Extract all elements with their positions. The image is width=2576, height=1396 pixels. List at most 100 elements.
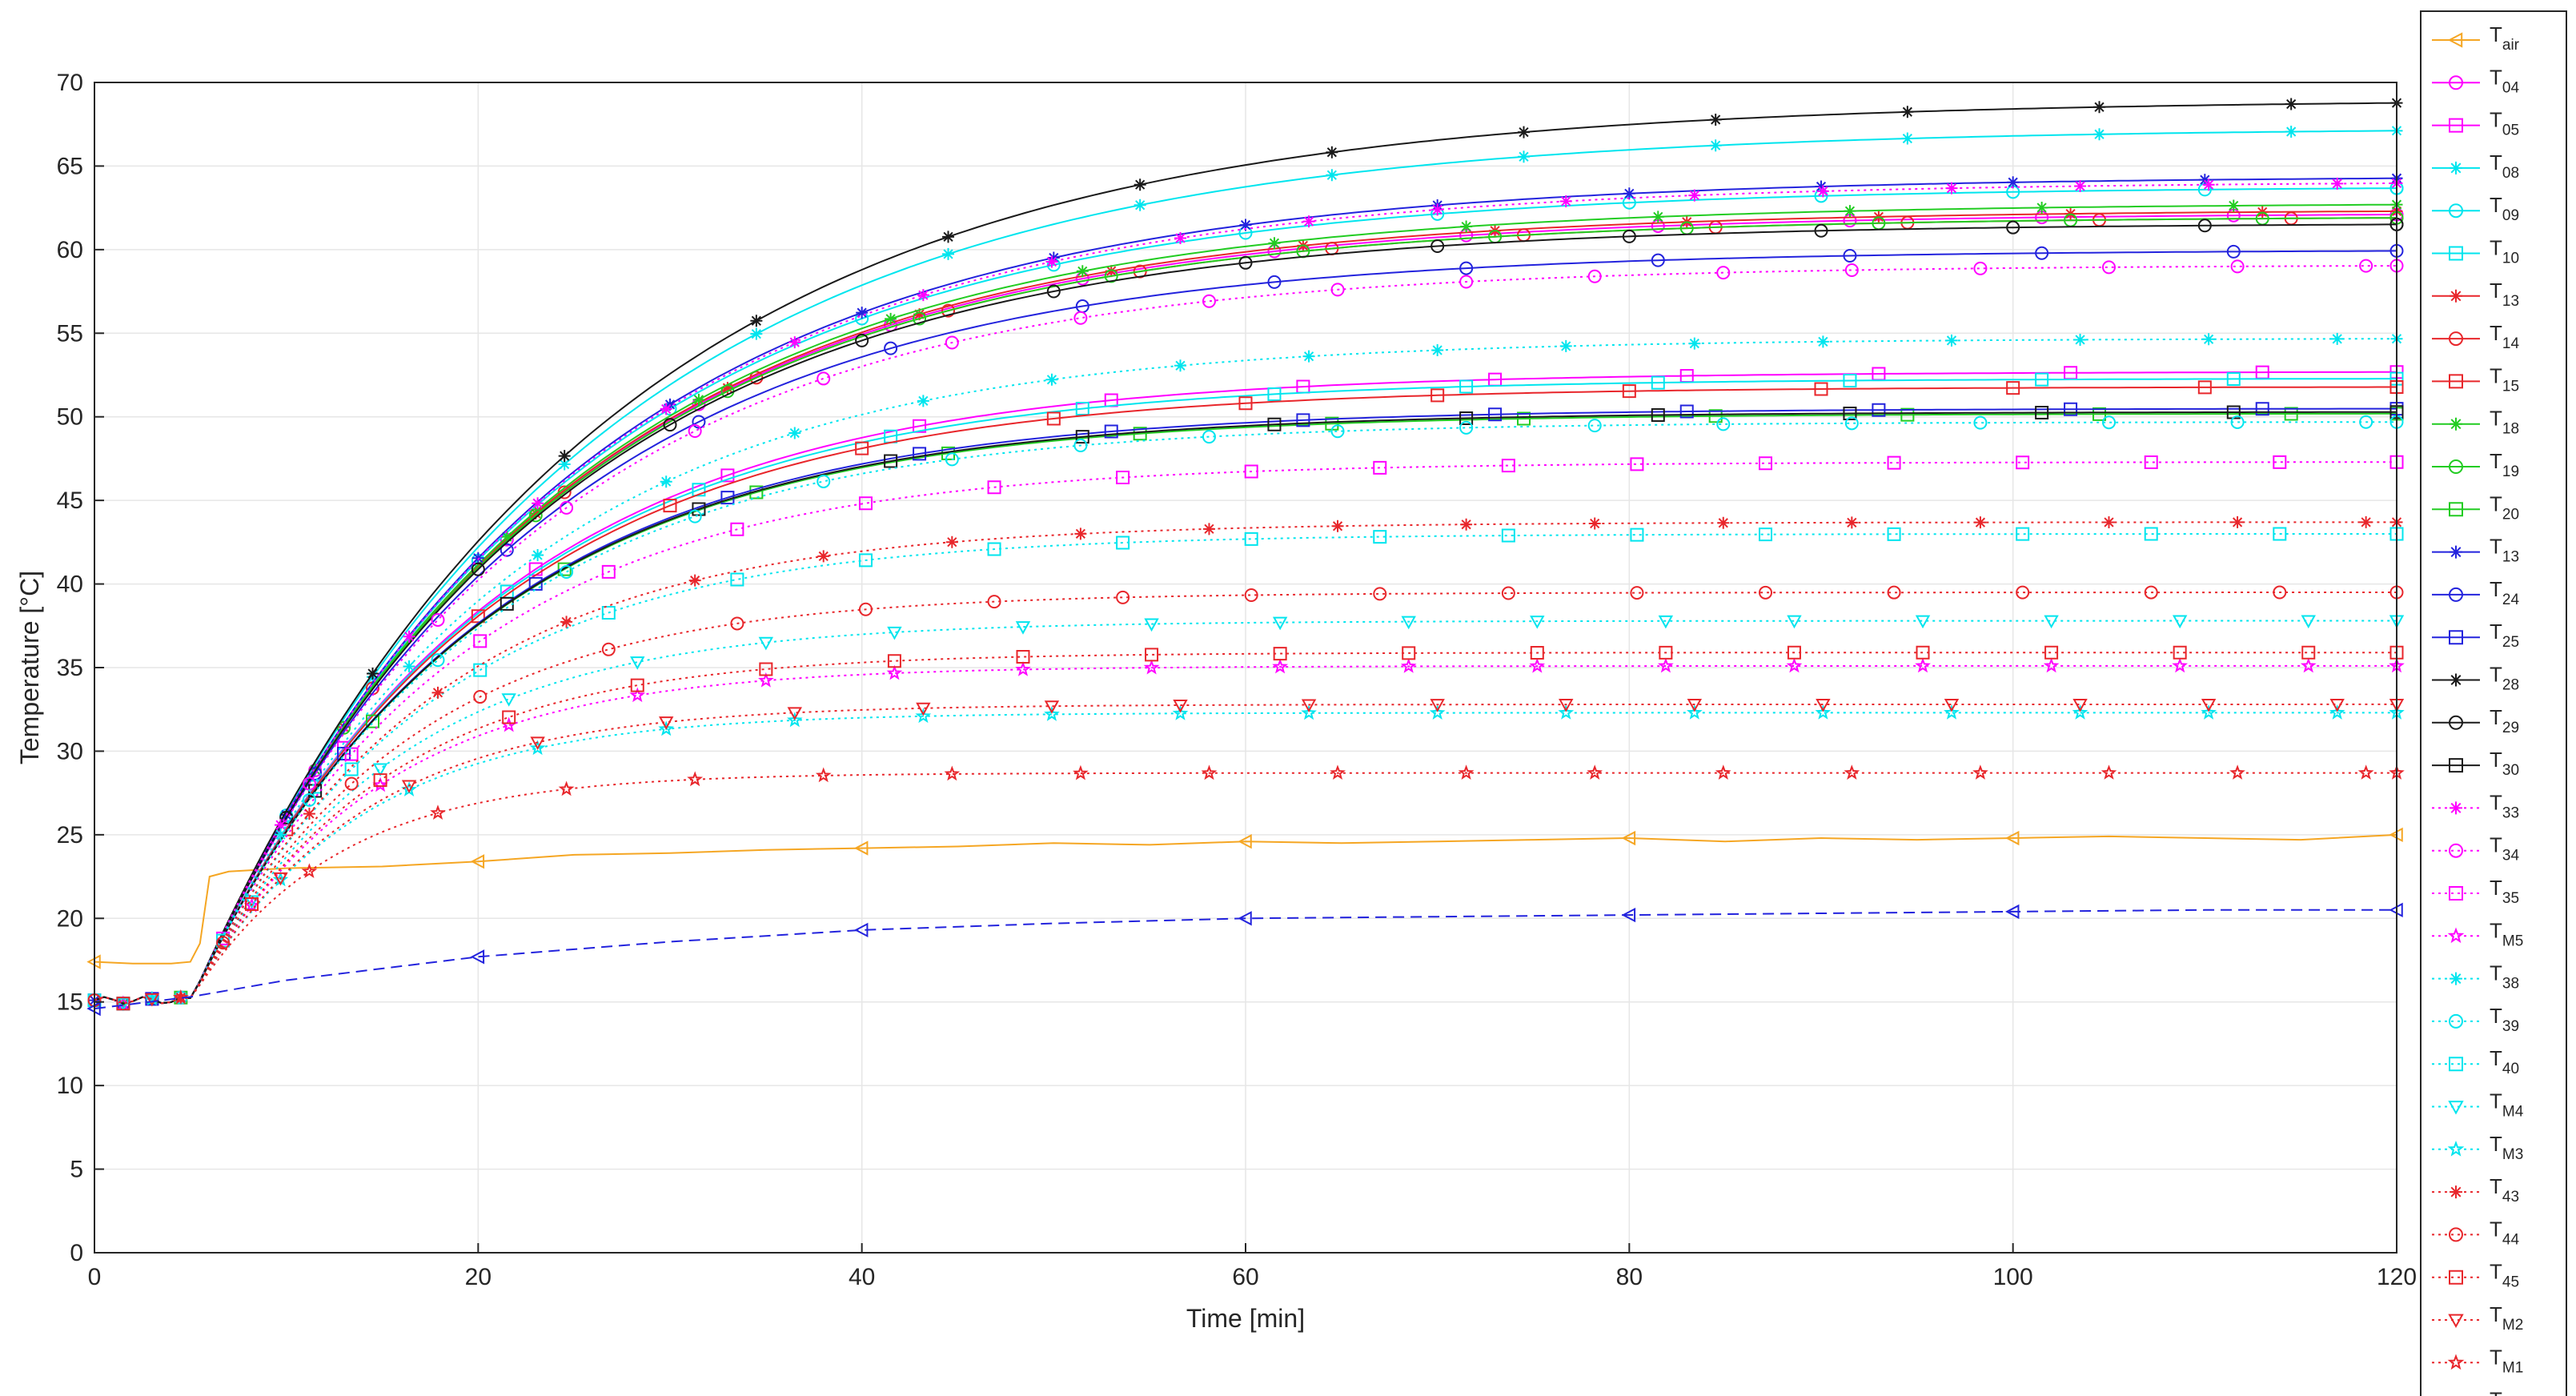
data-point <box>2044 645 2059 660</box>
legend-label-sub: 45 <box>2502 1274 2519 1291</box>
data-point <box>2389 211 2404 225</box>
legend-item: T29 <box>2432 705 2519 736</box>
data-point <box>692 393 705 406</box>
series-T-44 <box>87 585 2404 1008</box>
data-point <box>1488 407 1503 422</box>
data-point <box>1623 187 1635 200</box>
data-point <box>2102 415 2117 430</box>
legend-label-sub: 39 <box>2502 1018 2519 1035</box>
legend-label-sub: 19 <box>2502 463 2519 480</box>
data-point <box>1133 264 1147 279</box>
data-point <box>1201 764 1218 780</box>
data-point <box>2201 704 2217 720</box>
data-point <box>2285 98 2297 110</box>
data-point <box>630 656 645 670</box>
data-point <box>692 415 706 429</box>
data-point <box>913 419 927 433</box>
data-point <box>403 630 415 643</box>
data-point <box>473 634 488 648</box>
data-point <box>2201 698 2217 712</box>
series-T-18 <box>94 199 2403 1010</box>
legend-label-sub: M3 <box>2502 1146 2523 1163</box>
data-point <box>1074 528 1087 540</box>
data-point <box>2102 260 2117 275</box>
data-point <box>2389 405 2404 419</box>
data-point <box>372 763 388 777</box>
data-point <box>2389 259 2404 273</box>
legend-label-main: T <box>2490 1302 2502 1326</box>
legend-label-sub: 10 <box>2502 251 2519 267</box>
data-point <box>1945 334 1958 347</box>
legend-label-main: T <box>2490 150 2502 174</box>
legend-label-main: T <box>2490 620 2502 644</box>
data-point <box>2230 415 2245 429</box>
data-point <box>1267 387 1282 401</box>
data-point <box>471 552 484 564</box>
data-point <box>1973 261 1988 275</box>
data-point <box>560 565 574 579</box>
y-tick-label: 60 <box>57 237 83 263</box>
series-line <box>94 182 2397 1005</box>
data-point <box>1134 199 1146 211</box>
data-point <box>1588 517 1601 530</box>
data-point <box>1459 420 1474 435</box>
data-point <box>1843 249 1857 263</box>
data-point <box>2226 244 2241 259</box>
data-point <box>301 863 318 878</box>
y-tick-label: 40 <box>57 572 83 598</box>
data-point <box>887 654 901 668</box>
data-point <box>2006 381 2020 395</box>
x-tick-label: 40 <box>849 1264 875 1290</box>
legend-label: T29 <box>2490 705 2519 736</box>
data-point <box>2074 180 2087 193</box>
data-point <box>366 714 380 728</box>
legend-label-main: T <box>2490 449 2502 473</box>
series-line <box>94 521 2397 1005</box>
data-point <box>302 776 316 791</box>
data-point <box>1816 698 1831 712</box>
data-point <box>1686 704 1703 720</box>
data-point <box>1073 764 1089 780</box>
legend-marker <box>2449 374 2463 389</box>
data-point <box>1759 585 1773 600</box>
data-point <box>1373 530 1387 544</box>
data-point <box>942 231 955 243</box>
data-point <box>1104 424 1118 439</box>
legend-label-main: T <box>2490 535 2502 559</box>
series-line <box>94 712 2397 1005</box>
data-point <box>1844 416 1859 431</box>
data-point <box>915 708 932 724</box>
data-point <box>1326 169 1338 182</box>
data-point <box>730 522 744 536</box>
legend-marker <box>2449 630 2463 645</box>
legend-label: T34 <box>2490 833 2519 864</box>
data-point <box>945 335 959 350</box>
legend-label-main: T <box>2490 918 2502 942</box>
data-point <box>1630 586 1644 600</box>
data-point <box>2072 698 2088 712</box>
data-point <box>1144 618 1159 632</box>
series-line <box>94 620 2397 1005</box>
series-line <box>94 210 2397 1005</box>
data-point <box>917 289 929 302</box>
data-point <box>815 767 832 783</box>
series-line <box>94 378 2397 1005</box>
data-point <box>2064 402 2078 416</box>
legend-label-sub: 28 <box>2502 677 2519 694</box>
data-point <box>1104 393 1118 407</box>
data-point <box>855 441 869 455</box>
series-T-45 <box>94 645 2404 1011</box>
data-point <box>1460 518 1473 531</box>
data-point <box>2035 405 2049 419</box>
legend-label: T08 <box>2490 150 2519 182</box>
data-point <box>1238 911 1252 926</box>
data-point <box>245 897 259 912</box>
data-point <box>1872 403 1886 417</box>
data-point <box>730 616 744 631</box>
legend-label-main: T <box>2490 491 2502 515</box>
legend-label-sub: 43 <box>2502 1189 2519 1205</box>
data-point <box>1587 764 1603 780</box>
series-line <box>94 703 2397 1005</box>
legend-marker <box>2450 801 2462 815</box>
data-point <box>1501 459 1515 473</box>
